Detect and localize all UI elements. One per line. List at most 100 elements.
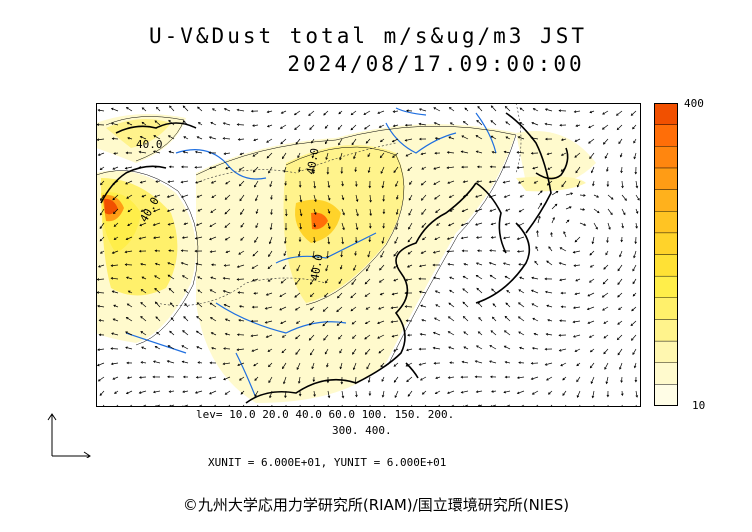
wind-vector [505,275,511,280]
wind-vector [167,274,175,280]
wind-vector [341,222,345,230]
wind-vector [125,166,133,169]
wind-vector-head [97,108,101,112]
wind-vector-head [154,287,157,291]
wind-vector-head [265,293,269,296]
wind-vector-head [328,226,331,230]
wind-vector-head [505,209,508,212]
wind-vector [354,250,357,256]
wind-vector-head [138,166,142,169]
wind-vector-head [491,288,494,292]
wind-vector-head [546,152,550,156]
wind-vector-head [393,364,397,367]
wind-vector-head [97,379,101,382]
wind-vector-head [518,361,521,364]
wind-vector-head [153,195,157,198]
wind-vector-head [196,315,199,319]
wind-vector-head [338,111,341,115]
wind-vector-head [312,255,315,259]
wind-vector-head [418,108,422,111]
wind-vector-head [299,226,302,230]
wind-vector-head [126,196,129,199]
wind-vector [254,390,259,397]
wind-vector-head [544,122,548,126]
wind-vector [393,166,399,173]
wind-vector-head [354,169,357,173]
wind-vector [350,306,357,312]
wind-vector [577,390,581,398]
wind-vector [518,289,525,294]
wind-vector-head [461,135,464,138]
wind-vector [168,222,175,225]
wind-vector-head [355,394,358,398]
wind-vector [153,360,161,364]
wind-vector [380,166,385,174]
wind-vector [587,306,595,310]
wind-vector [100,250,105,254]
wind-vector-head [140,361,144,364]
wind-vector-head [504,222,508,226]
wind-vector [503,262,511,266]
wind-vector-head [462,288,465,291]
wind-vector-head [560,291,563,295]
wind-vector [268,166,273,174]
wind-vector-head [408,213,411,216]
wind-vector [579,194,586,196]
wind-vector-head [448,107,452,110]
wind-vector [184,303,189,308]
wind-vector-head [308,338,312,341]
wind-vector [195,236,203,239]
wind-vector-head [195,375,199,379]
wind-vector [100,208,105,216]
wind-vector-head [113,152,116,155]
wind-vector-head [617,322,620,325]
wind-vector [353,152,357,159]
wind-vector [112,166,119,170]
wind-vector-head [236,348,240,351]
wind-vector [353,362,357,370]
wind-vector [630,320,637,326]
wind-vector [209,302,217,308]
wind-vector-head [279,126,283,129]
wind-vector-head [367,170,371,174]
wind-vector-head [517,181,521,184]
wind-vector [477,106,483,112]
wind-vector-head [326,364,329,368]
wind-vector-head [461,165,464,169]
wind-vector [476,150,483,154]
wind-vector-head [255,198,258,202]
wind-vector-head [604,156,608,159]
wind-vector [449,208,455,212]
wind-vector-head [140,331,143,334]
wind-vector-head [299,199,303,203]
wind-vector-head [616,337,620,341]
wind-vector [462,361,469,364]
wind-vector [532,347,539,350]
wind-vector [408,194,413,201]
wind-vector [367,250,371,257]
wind-vector-head [140,209,144,212]
wind-vector-head [448,223,451,227]
wind-vector-head [167,180,171,184]
wind-vector [589,334,595,338]
wind-vector [559,247,567,252]
wind-vector [463,346,469,350]
wind-vector-head [223,264,227,267]
wind-vector [562,376,567,381]
wind-vector [531,137,539,140]
wind-vector-head [379,155,383,159]
wind-vector [551,217,555,224]
wind-vector-head [269,395,272,399]
wind-vector [140,136,147,140]
wind-vector-head [239,378,242,381]
wind-vector [299,194,302,202]
wind-vector [489,250,497,252]
wind-vector [518,302,525,308]
wind-vector-head [588,141,591,144]
wind-vector-head [183,222,187,226]
wind-vector-head [96,138,100,142]
wind-vector [114,236,119,240]
wind-vector-head [222,276,226,280]
wind-vector-head [418,137,422,141]
wind-vector [369,194,372,202]
